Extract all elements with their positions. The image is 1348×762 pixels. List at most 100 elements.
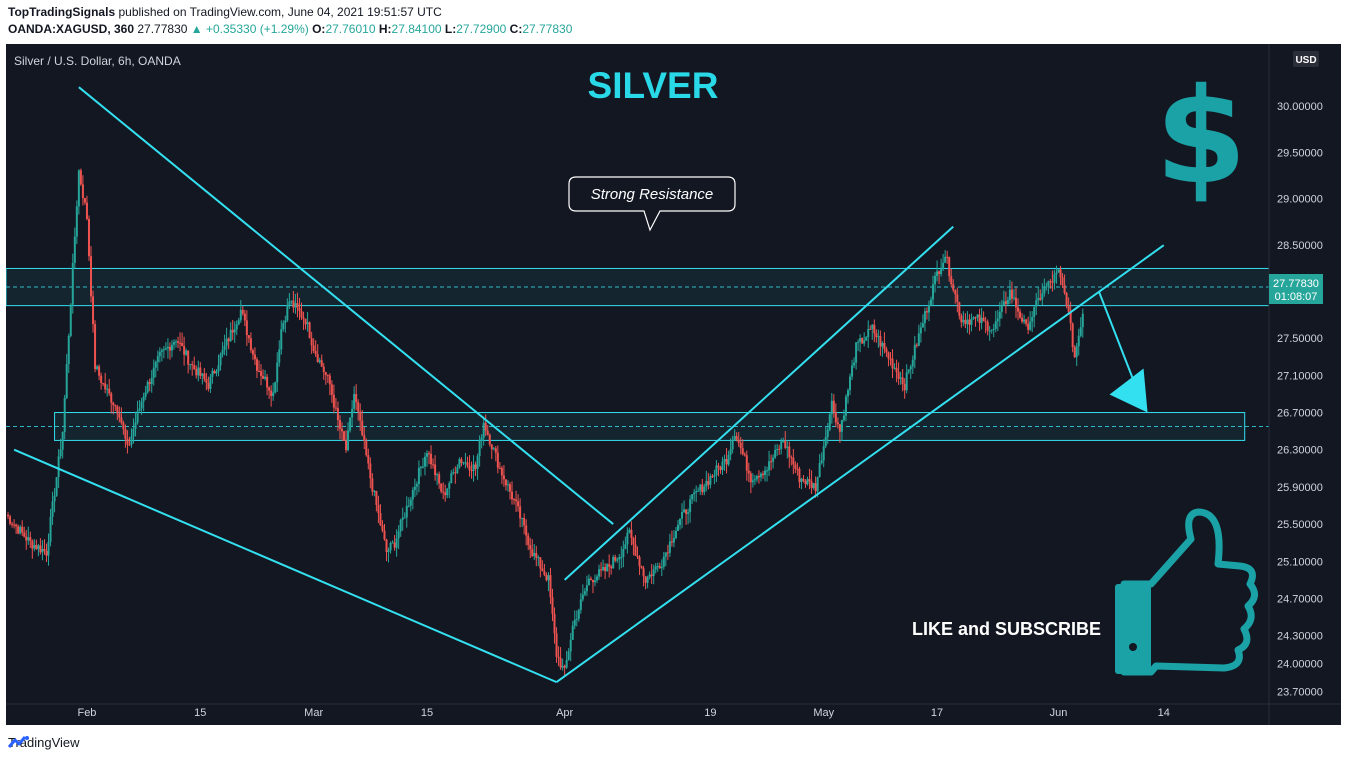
candle-body: [936, 271, 939, 276]
candle-body: [1014, 297, 1017, 308]
candle-body: [517, 501, 520, 507]
publisher-name[interactable]: TopTradingSignals: [8, 5, 116, 19]
candle-body: [674, 530, 677, 538]
candle-body: [65, 364, 68, 399]
candle-body: [221, 349, 224, 355]
candle-body: [962, 319, 965, 323]
candle-body: [181, 343, 184, 346]
candle-body: [69, 304, 72, 336]
candle-body: [73, 236, 76, 264]
candle-body: [840, 420, 843, 432]
candle-body: [636, 555, 639, 558]
candle-body: [55, 477, 58, 496]
candle-body: [434, 464, 437, 476]
trendline: [563, 225, 954, 581]
candle-body: [1000, 305, 1003, 312]
candle-body: [168, 346, 171, 351]
candle-body: [600, 569, 603, 571]
candle-body: [448, 483, 451, 489]
candle-body: [1057, 269, 1060, 273]
candle-body: [737, 439, 740, 443]
chart-legend: Silver / U.S. Dollar, 6h, OANDA: [14, 54, 181, 68]
candle-body: [585, 585, 588, 592]
candle-body: [731, 440, 734, 450]
candle-body: [608, 564, 611, 567]
candle-body: [215, 371, 218, 374]
candle-body: [452, 472, 455, 474]
candle-body: [183, 345, 186, 355]
candle-body: [152, 367, 155, 378]
candle-body: [120, 417, 123, 423]
candle-body: [436, 474, 439, 476]
candle-body: [217, 365, 220, 372]
candle-body: [624, 544, 627, 549]
time-tick-label: 15: [421, 707, 433, 719]
candle-body: [515, 499, 518, 502]
candle-body: [276, 362, 279, 383]
candle-body: [262, 376, 265, 379]
currency-label: USD: [1295, 55, 1316, 66]
candle-body: [513, 499, 516, 501]
like-subscribe-text: LIKE and SUBSCRIBE: [912, 619, 1101, 639]
candle-body: [784, 440, 787, 448]
currency-badge[interactable]: USD: [1293, 51, 1319, 67]
candle-body: [612, 556, 615, 569]
candle-body: [672, 537, 675, 543]
thumbs-up-icon: [1115, 508, 1258, 676]
candle-body: [867, 328, 870, 338]
candle-body: [1069, 311, 1072, 324]
candle-body: [288, 301, 291, 306]
candle-body: [460, 459, 463, 463]
last-price: 27.77830: [137, 22, 188, 36]
candle-body: [885, 348, 888, 353]
candle-body: [946, 256, 949, 258]
candle-body: [413, 486, 416, 491]
time-tick-label: 15: [194, 707, 206, 719]
candle-body: [923, 311, 926, 324]
candle-body: [901, 377, 904, 385]
price-tick-label: 29.00000: [1277, 194, 1323, 206]
price-tick-label: 26.70000: [1277, 408, 1323, 420]
candle-body: [1047, 281, 1050, 287]
candle-body: [79, 170, 82, 185]
candle-body: [130, 436, 133, 445]
candle-body: [996, 318, 999, 322]
candle-body: [598, 569, 601, 577]
candle-body: [349, 417, 352, 431]
candle-body: [128, 444, 131, 446]
candle-body: [21, 526, 24, 533]
candle-body: [822, 446, 825, 461]
candle-body: [650, 574, 653, 577]
price-chart[interactable]: 30.0000029.5000029.0000028.5000028.00000…: [6, 44, 1341, 725]
candle-body: [656, 566, 659, 568]
candle-body: [158, 351, 161, 357]
candle-body: [1006, 299, 1009, 305]
candle-body: [875, 333, 878, 338]
candle-body: [61, 432, 64, 450]
candle-body: [162, 349, 165, 351]
candle-body: [851, 365, 854, 377]
candle-body: [474, 464, 477, 469]
candle-body: [411, 490, 414, 500]
candle-body: [630, 529, 633, 538]
candle-body: [59, 449, 62, 457]
candle-body: [407, 505, 410, 507]
candle-body: [239, 309, 242, 321]
chart-area[interactable]: 30.0000029.5000029.0000028.5000028.00000…: [6, 44, 1341, 725]
trendline: [78, 86, 614, 525]
candle-body: [67, 335, 70, 365]
candle-body: [409, 499, 412, 506]
dollar-sign-icon: $: [1155, 60, 1247, 214]
price-tick-label: 28.50000: [1277, 240, 1323, 252]
candle-body: [776, 448, 779, 451]
candle-body: [909, 366, 912, 370]
candle-body: [782, 440, 785, 442]
candle-body: [557, 656, 560, 658]
candle-body: [519, 506, 522, 519]
candle-body: [154, 362, 157, 368]
candle-body: [849, 376, 852, 391]
candle-body: [893, 367, 896, 369]
candle-body: [274, 382, 277, 393]
symbol-name[interactable]: OANDA:XAGUSD, 360: [8, 22, 135, 36]
tradingview-logo-icon[interactable]: [8, 735, 30, 749]
